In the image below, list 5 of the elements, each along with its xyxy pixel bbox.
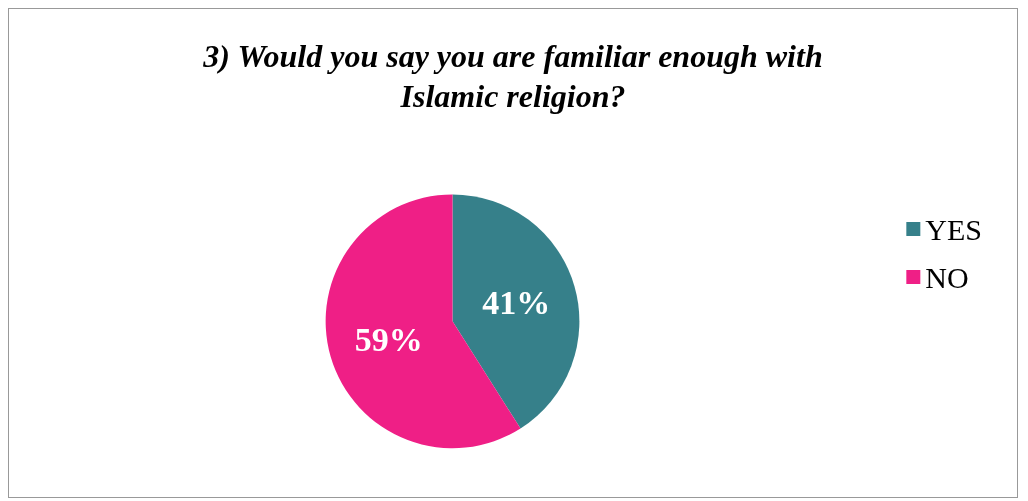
data-label: 41% [482,284,551,322]
legend-label: NO [925,260,969,294]
chart-title: 3) Would you say you are familiar enough with Islamic religion? [202,38,823,114]
legend-label: YES [925,212,983,246]
data-label: 59% [354,321,423,359]
